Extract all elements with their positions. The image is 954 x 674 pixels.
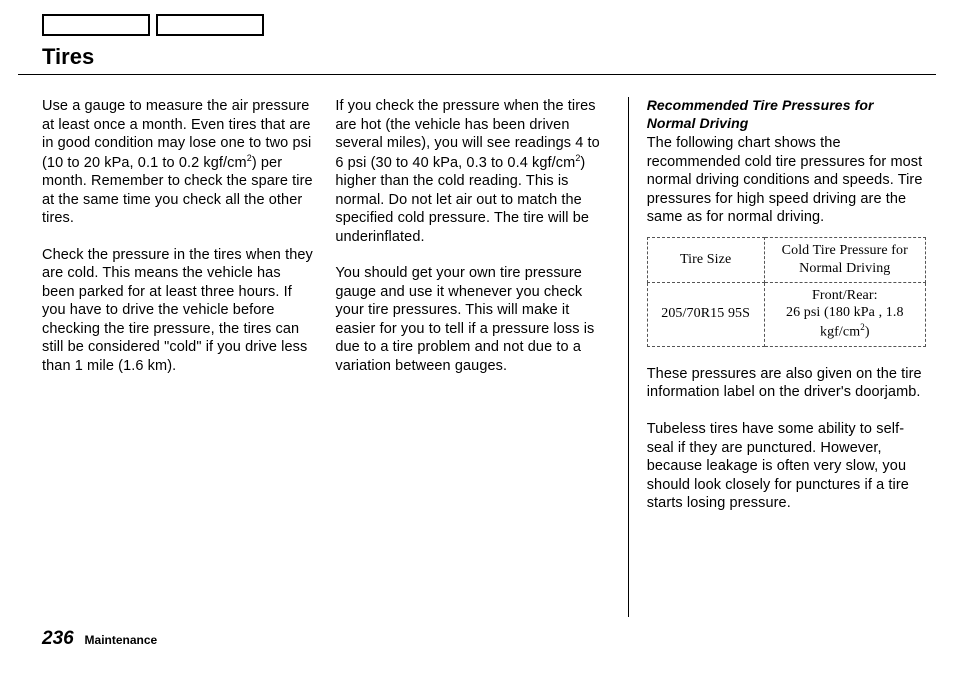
col2-para2: You should get your own tire pressure ga… <box>335 264 609 375</box>
column-3: Recommended Tire Pressures for Normal Dr… <box>629 97 926 617</box>
col1-para1: Use a gauge to measure the air pressure … <box>42 97 317 228</box>
section-label: Maintenance <box>85 633 158 647</box>
col1-para2: Check the pressure in the tires when the… <box>42 246 317 376</box>
table-cell-pressure: Front/Rear:26 psi (180 kPa , 1.8 kgf/cm2… <box>764 282 925 346</box>
table-header-pressure: Cold Tire Pressure for Normal Driving <box>764 237 925 282</box>
page-number: 236 <box>42 628 74 649</box>
content-columns: Use a gauge to measure the air pressure … <box>18 97 936 617</box>
column-2: If you check the pressure when the tires… <box>335 97 628 617</box>
table-header-size: Tire Size <box>647 237 764 282</box>
col3-para2: These pressures are also given on the ti… <box>647 365 926 402</box>
header-box-1 <box>42 14 150 36</box>
subheading: Recommended Tire Pressures for Normal Dr… <box>647 97 926 132</box>
page-footer: 236 Maintenance <box>42 628 157 650</box>
header-boxes <box>42 14 936 36</box>
header-box-2 <box>156 14 264 36</box>
col2-para1: If you check the pressure when the tires… <box>335 97 609 246</box>
tire-pressure-table: Tire Size Cold Tire Pressure for Normal … <box>647 237 926 347</box>
page-title: Tires <box>42 44 936 70</box>
title-rule <box>18 74 936 75</box>
col3-para1: The following chart shows the recommende… <box>647 134 926 227</box>
col3-para3: Tubeless tires have some ability to self… <box>647 420 926 513</box>
column-1: Use a gauge to measure the air pressure … <box>42 97 335 617</box>
table-cell-size: 205/70R15 95S <box>647 282 764 346</box>
